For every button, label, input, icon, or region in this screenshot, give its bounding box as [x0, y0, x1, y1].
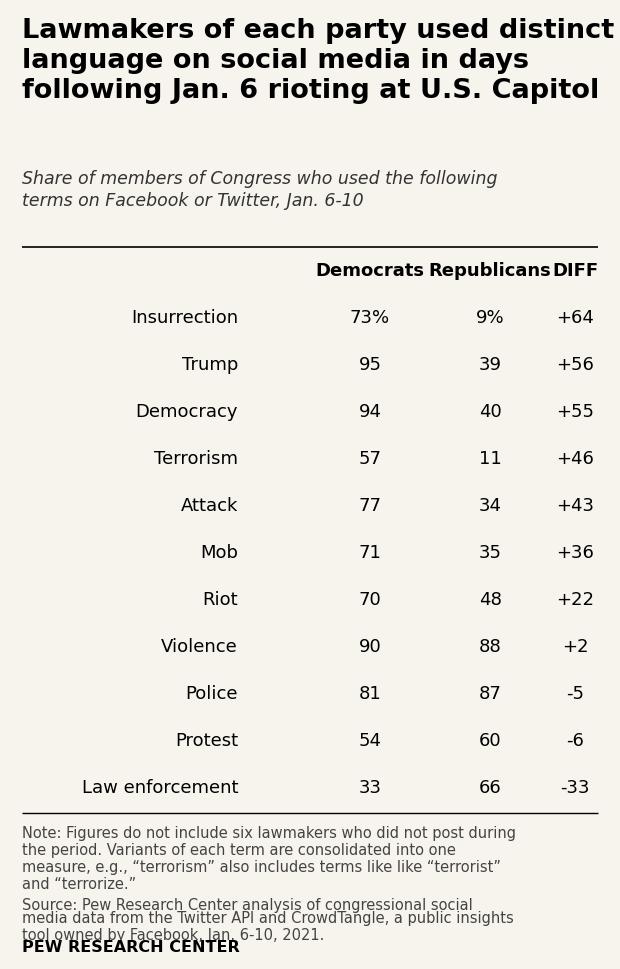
Text: 11: 11	[479, 450, 502, 467]
Text: Democracy: Democracy	[136, 402, 238, 421]
Text: 40: 40	[479, 402, 502, 421]
Text: Share of members of Congress who used the following
terms on Facebook or Twitter: Share of members of Congress who used th…	[22, 170, 497, 210]
Text: 9%: 9%	[476, 309, 504, 327]
Text: +46: +46	[556, 450, 594, 467]
Text: 90: 90	[358, 638, 381, 655]
Text: Source: Pew Research Center analysis of congressional social: Source: Pew Research Center analysis of …	[22, 897, 472, 912]
Text: Mob: Mob	[200, 544, 238, 561]
Text: 34: 34	[479, 496, 502, 515]
Text: tool owned by Facebook, Jan. 6-10, 2021.: tool owned by Facebook, Jan. 6-10, 2021.	[22, 927, 324, 942]
Text: +56: +56	[556, 356, 594, 374]
Text: 73%: 73%	[350, 309, 390, 327]
Text: 77: 77	[358, 496, 381, 515]
Text: 33: 33	[358, 778, 381, 797]
Text: the period. Variants of each term are consolidated into one: the period. Variants of each term are co…	[22, 842, 456, 858]
Text: 88: 88	[479, 638, 502, 655]
Text: 57: 57	[358, 450, 381, 467]
Text: +64: +64	[556, 309, 594, 327]
Text: -33: -33	[560, 778, 590, 797]
Text: and “terrorize.”: and “terrorize.”	[22, 876, 136, 891]
Text: +36: +36	[556, 544, 594, 561]
Text: 66: 66	[479, 778, 502, 797]
Text: 70: 70	[358, 590, 381, 609]
Text: Terrorism: Terrorism	[154, 450, 238, 467]
Text: +22: +22	[556, 590, 594, 609]
Text: Police: Police	[185, 684, 238, 703]
Text: media data from the Twitter API and CrowdTangle, a public insights: media data from the Twitter API and Crow…	[22, 910, 514, 925]
Text: Republicans: Republicans	[428, 262, 551, 280]
Text: Note: Figures do not include six lawmakers who did not post during: Note: Figures do not include six lawmake…	[22, 826, 516, 840]
Text: +55: +55	[556, 402, 594, 421]
Text: PEW RESEARCH CENTER: PEW RESEARCH CENTER	[22, 939, 240, 954]
Text: +43: +43	[556, 496, 594, 515]
Text: 39: 39	[479, 356, 502, 374]
Text: measure, e.g., “terrorism” also includes terms like like “terrorist”: measure, e.g., “terrorism” also includes…	[22, 860, 501, 874]
Text: 95: 95	[358, 356, 381, 374]
Text: -6: -6	[566, 732, 584, 749]
Text: 60: 60	[479, 732, 502, 749]
Text: Lawmakers of each party used distinct
language on social media in days
following: Lawmakers of each party used distinct la…	[22, 18, 614, 104]
Text: Attack: Attack	[180, 496, 238, 515]
Text: 48: 48	[479, 590, 502, 609]
Text: 87: 87	[479, 684, 502, 703]
Text: 54: 54	[358, 732, 381, 749]
Text: Law enforcement: Law enforcement	[81, 778, 238, 797]
Text: -5: -5	[566, 684, 584, 703]
Text: 35: 35	[479, 544, 502, 561]
Text: Democrats: Democrats	[316, 262, 425, 280]
Text: Trump: Trump	[182, 356, 238, 374]
Text: 94: 94	[358, 402, 381, 421]
Text: Riot: Riot	[202, 590, 238, 609]
Text: 81: 81	[358, 684, 381, 703]
Text: Violence: Violence	[161, 638, 238, 655]
Text: +2: +2	[562, 638, 588, 655]
Text: 71: 71	[358, 544, 381, 561]
Text: Insurrection: Insurrection	[131, 309, 238, 327]
Text: Protest: Protest	[175, 732, 238, 749]
Text: DIFF: DIFF	[552, 262, 598, 280]
